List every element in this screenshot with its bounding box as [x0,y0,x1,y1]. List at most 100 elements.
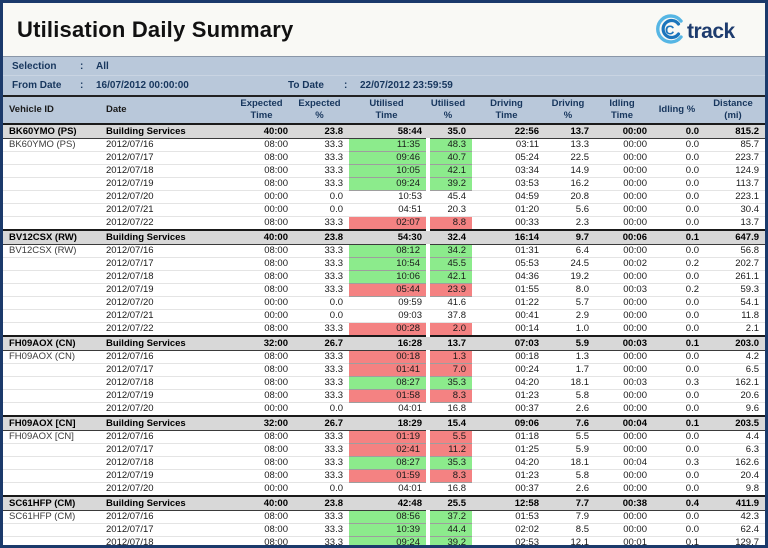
selection-label: Selection [12,60,57,72]
cell-expected-pct: 0.0 [294,203,349,217]
cell-driving-time: 04:36 [472,270,545,284]
row-date: 2012/07/17 [100,523,233,537]
cell-idling-time: 00:00 [595,482,653,497]
cell-expected-pct: 33.3 [294,536,349,545]
cell-utilised-time: 10:06 [349,270,428,284]
cell-utilised-time: 04:51 [349,203,428,217]
cell-utilised-pct: 16.8 [428,482,472,497]
cell-driving-time: 04:20 [472,456,545,470]
cell-idling-pct: 0.0 [653,177,705,191]
row-vehicle-id: BK60YMO (PS) [3,138,100,152]
cell-utilised-pct: 39.2 [426,177,472,191]
cell-utilised-pct: 11.2 [426,443,472,457]
row-vehicle-id [3,363,100,377]
cell-idling-time: 00:00 [595,164,653,178]
cell-driving-pct: 2.3 [545,216,595,231]
table-row: 2012/07/17 08:00 33.3 10:54 45.5 05:53 24.5 00:… [3,257,765,271]
group-summary-value: 647.9 [705,229,765,245]
cell-expected-pct: 0.0 [294,402,349,417]
table-row: 2012/07/18 08:00 33.3 08:27 35.3 04:20 18.1 00:… [3,376,765,390]
cell-expected-pct: 33.3 [294,151,349,165]
cell-idling-time: 00:00 [595,402,653,417]
cell-expected-time: 08:00 [233,322,294,337]
row-date: 2012/07/17 [100,443,233,457]
cell-distance: 4.4 [705,430,765,444]
row-vehicle-id [3,257,100,271]
cell-driving-pct: 5.5 [545,430,595,444]
column-header: Date [100,95,233,125]
cell-utilised-time: 02:07 [349,216,428,231]
to-date-colon: : [344,80,348,91]
column-header: Expected Time [233,95,294,125]
cell-idling-pct: 0.0 [653,270,705,284]
group-department: Building Services [100,335,233,351]
row-date: 2012/07/22 [100,216,233,231]
selection-value: All [96,60,109,72]
cell-utilised-pct: 8.3 [426,389,472,403]
group-summary-value: 00:00 [595,123,653,139]
cell-distance: 162.1 [705,376,765,390]
group-summary-value: 54:30 [349,229,428,245]
cell-expected-pct: 33.3 [294,456,349,470]
cell-driving-pct: 12.1 [545,536,595,545]
cell-driving-time: 01:31 [472,244,545,258]
cell-driving-time: 00:24 [472,363,545,377]
cell-distance: 113.7 [705,177,765,191]
cell-expected-time: 08:00 [233,257,294,271]
row-date: 2012/07/17 [100,257,233,271]
row-date: 2012/07/18 [100,376,233,390]
row-date: 2012/07/18 [100,270,233,284]
row-date: 2012/07/20 [100,296,233,310]
cell-expected-time: 08:00 [233,138,294,152]
group-vehicle-id: FH09AOX [CN] [3,415,100,431]
group-summary-value: 32:00 [233,415,294,431]
column-header: Idling % [653,95,705,125]
group-summary-value: 00:06 [595,229,653,245]
cell-distance: 223.1 [705,190,765,204]
table-row: 2012/07/17 08:00 33.3 02:41 11.2 01:25 5.9 00:0… [3,443,765,457]
group-summary-value: 35.0 [428,123,472,139]
cell-utilised-pct: 48.3 [426,138,472,152]
cell-expected-pct: 33.3 [294,177,349,191]
cell-expected-time: 00:00 [233,296,294,310]
row-date: 2012/07/21 [100,309,233,323]
row-vehicle-id [3,296,100,310]
cell-utilised-pct: 5.5 [426,430,472,444]
cell-expected-pct: 33.3 [294,389,349,403]
table-row: 2012/07/20 00:00 0.0 09:59 41.6 01:22 5.7 00:00… [3,296,765,310]
row-date: 2012/07/18 [100,536,233,545]
selection-row: Selection : All [3,57,765,76]
cell-utilised-time: 08:56 [349,510,428,524]
cell-expected-time: 08:00 [233,389,294,403]
group-summary-value: 00:04 [595,415,653,431]
row-vehicle-id: SC61HFP (CM) [3,510,100,524]
row-vehicle-id [3,309,100,323]
group-summary-value: 16:14 [472,229,545,245]
cell-idling-pct: 0.0 [653,510,705,524]
cell-expected-time: 00:00 [233,309,294,323]
group-summary-value: 815.2 [705,123,765,139]
group-department: Building Services [100,495,233,511]
group-summary-row: FH09AOX (CN) Building Services 32:00 26.7 16… [3,335,765,351]
cell-idling-time: 00:00 [595,244,653,258]
cell-utilised-time: 09:24 [349,177,428,191]
group-summary-value: 09:06 [472,415,545,431]
group-summary-value: 07:03 [472,335,545,351]
row-date: 2012/07/16 [100,350,233,364]
group-summary-value: 40:00 [233,229,294,245]
cell-utilised-pct: 8.8 [426,216,472,231]
cell-driving-pct: 7.9 [545,510,595,524]
cell-idling-pct: 0.2 [653,257,705,271]
table-row: 2012/07/21 00:00 0.0 04:51 20.3 01:20 5.6 00:00… [3,203,765,217]
table-row: SC61HFP (CM) 2012/07/16 08:00 33.3 08:56 37.2… [3,510,765,524]
cell-utilised-time: 09:03 [349,309,428,323]
cell-idling-time: 00:03 [595,283,653,297]
cell-expected-time: 08:00 [233,177,294,191]
row-date: 2012/07/20 [100,190,233,204]
cell-distance: 30.4 [705,203,765,217]
cell-driving-pct: 5.8 [545,469,595,483]
cell-idling-time: 00:01 [595,536,653,545]
row-date: 2012/07/22 [100,322,233,337]
cell-expected-time: 08:00 [233,363,294,377]
row-vehicle-id: BV12CSX (RW) [3,244,100,258]
